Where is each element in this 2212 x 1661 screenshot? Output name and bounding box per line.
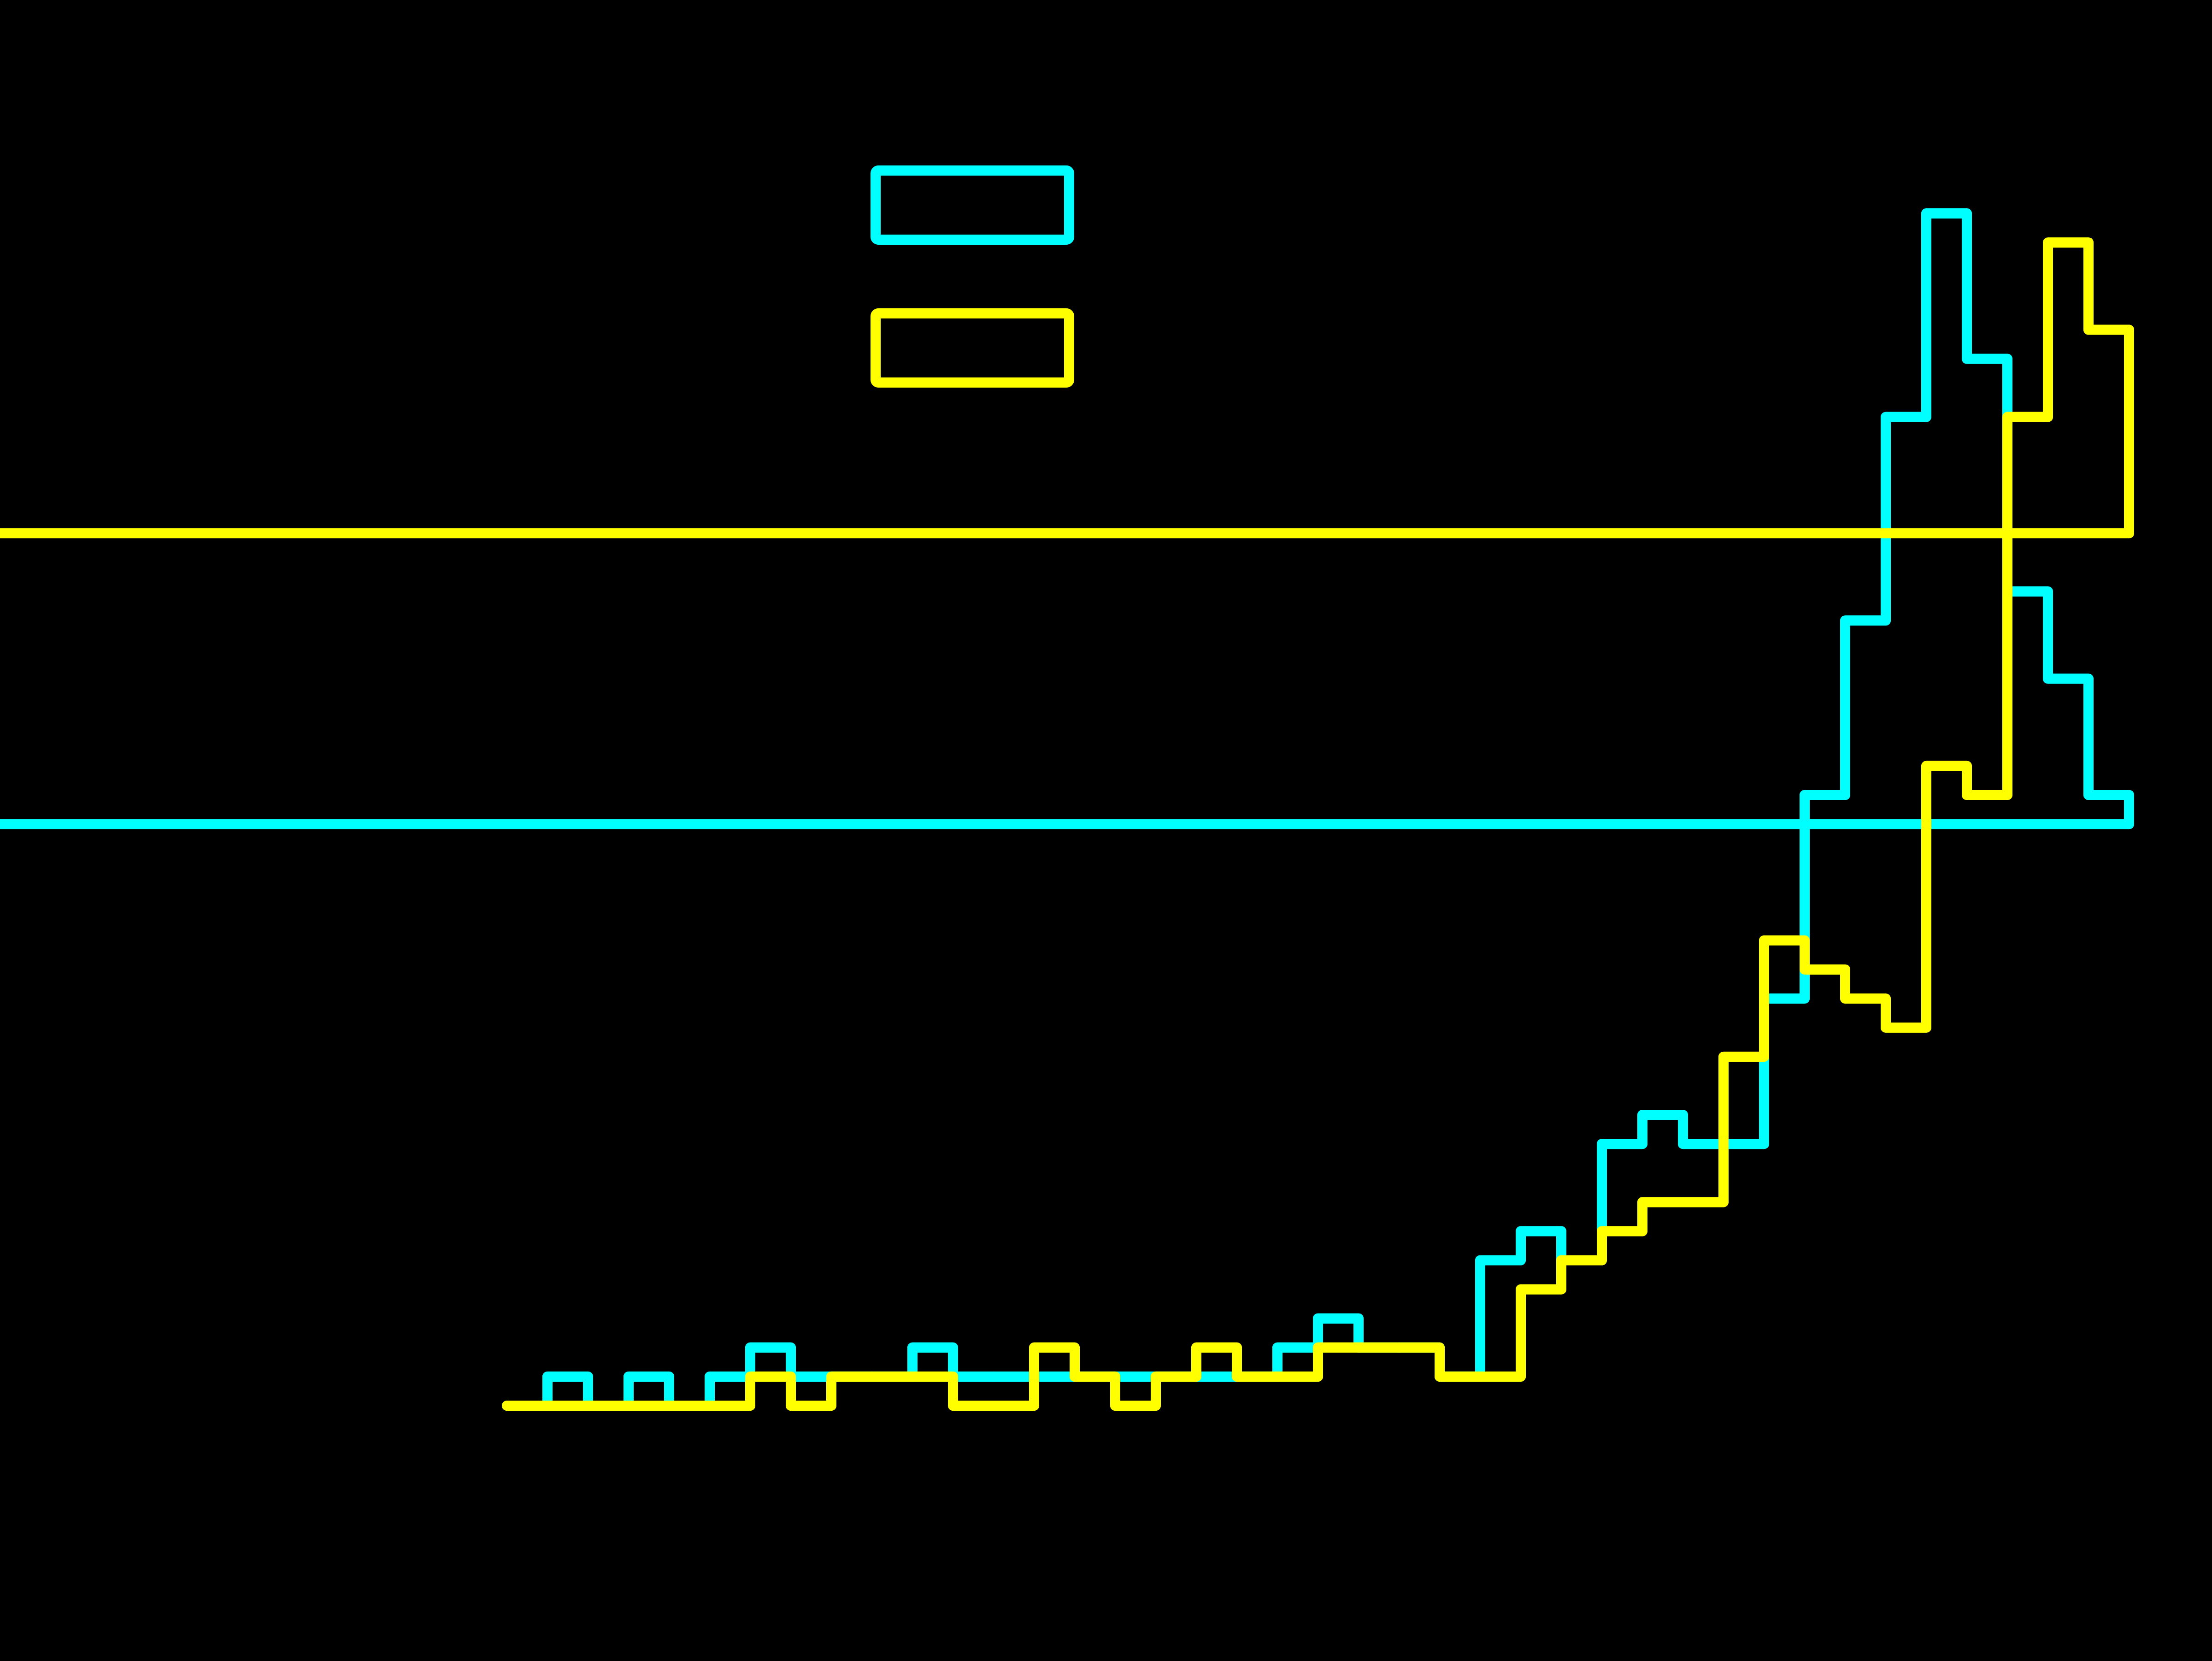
legend: [871, 165, 1074, 388]
series-1: [0, 237, 2134, 1411]
series-0-step-line: [502, 208, 2134, 1411]
legend-swatch-1: [871, 308, 1074, 388]
legend-swatch-0: [871, 165, 1074, 245]
series-0: [0, 208, 2134, 1411]
